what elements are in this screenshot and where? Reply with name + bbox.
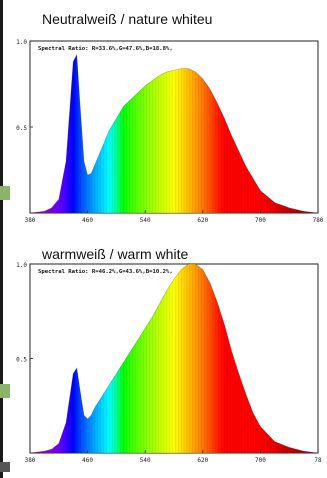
x-tick-label: 78 [314,457,322,464]
x-tick-label: 380 [25,457,36,464]
spectral-ratio-label: Spectral Ratio: R=46.2%,G=43.6%,B=10.2%, [38,269,173,275]
x-tick-label: 540 [140,457,151,464]
chart-title-neutral: Neutralweiß / nature whiteu [42,11,213,27]
x-tick-label: 460 [82,217,93,224]
left-edge-tab-2 [0,384,10,398]
spectrum-area [29,263,319,454]
y-tick-label: 1.0 [16,39,27,46]
left-edge-bar [0,0,3,478]
left-edge-tab-3 [0,462,10,472]
spectrum-chart-neutral: 1.0 0.5 380 460 540 620 700 780 Spectral Ratio: … [16,39,324,224]
y-tick-label: 0.5 [16,125,27,132]
chart-title-warm: warmweiß / warm white [42,246,189,262]
x-tick-label: 620 [197,217,208,224]
x-tick-label: 460 [82,457,93,464]
x-tick-label: 380 [25,217,36,224]
x-tick-label: 540 [140,217,151,224]
x-tick-label: 700 [255,457,266,464]
y-tick-label: 0.5 [16,357,27,364]
x-tick-label: 620 [197,457,208,464]
x-tick-label: 700 [255,217,266,224]
spectrum-chart-warm: 1.0 0.5 380 460 540 620 700 78 Spectral Ratio: R… [16,262,322,464]
spectral-ratio-label: Spectral Ratio: R=33.6%,G=47.6%,B=18.8%, [38,46,173,52]
y-tick-label: 1.0 [16,262,27,269]
left-edge-tab-1 [0,186,10,200]
x-tick-label: 780 [313,217,324,224]
spectrum-area [29,53,319,214]
